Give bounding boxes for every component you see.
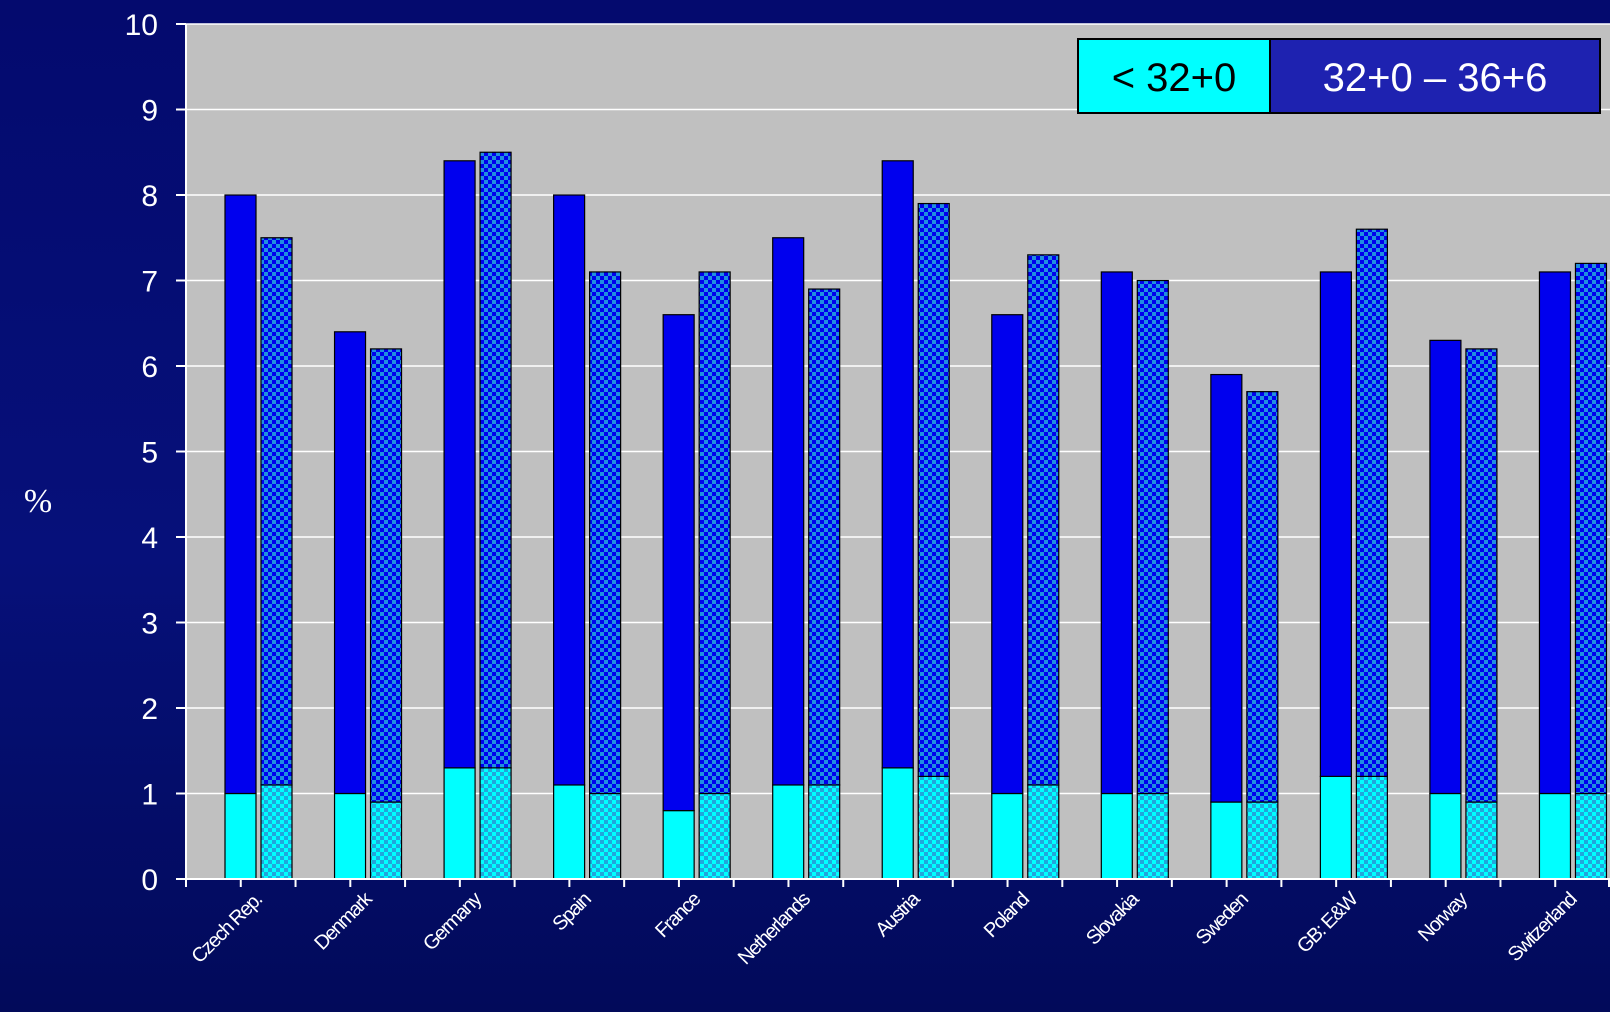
x-tick-label: Germany — [419, 888, 486, 955]
bar-segment-under-32-bar-set-a — [1429, 792, 1462, 880]
y-tick-label: 0 — [141, 864, 158, 897]
bar-segment-32-to-36-bar-set-a — [772, 237, 805, 786]
x-tick-label: GB: E&W — [1293, 888, 1363, 958]
bar-segment-under-32-bar-set-b — [917, 775, 950, 880]
bar-segment-32-to-36-bar-set-a — [1319, 271, 1352, 778]
x-tick-label: France — [651, 888, 705, 942]
y-tick-label: 5 — [141, 437, 158, 470]
bar-segment-32-to-36-bar-set-a — [553, 194, 586, 786]
legend-swatch-under-32 — [1077, 38, 1271, 114]
bar-segment-under-32-bar-set-b — [1027, 784, 1060, 880]
bar-segment-32-to-36-bar-set-a — [1538, 271, 1572, 795]
x-tick-label: Austria — [871, 887, 925, 941]
bar-segment-32-to-36-bar-set-b — [1574, 262, 1608, 795]
x-tick-label: Norway — [1414, 888, 1472, 946]
bar-segment-under-32-bar-set-b — [589, 792, 622, 880]
bar-segment-32-to-36-bar-set-a — [1100, 271, 1133, 795]
bar-segment-under-32-bar-set-a — [1100, 792, 1133, 880]
bar-segment-under-32-bar-set-b — [369, 801, 403, 880]
y-axis-label: % — [24, 483, 52, 520]
bar-segment-32-to-36-bar-set-b — [1136, 279, 1169, 795]
bar-segment-32-to-36-bar-set-a — [662, 314, 695, 812]
bar-segment-32-to-36-bar-set-a — [1210, 373, 1243, 803]
bar-segment-under-32-bar-set-b — [1136, 792, 1169, 880]
bar-segment-32-to-36-bar-set-b — [479, 151, 512, 769]
bar-segment-under-32-bar-set-a — [881, 767, 914, 880]
bar-segment-under-32-bar-set-a — [1319, 775, 1352, 880]
y-tick-label: 8 — [141, 180, 158, 213]
x-tick-label: Switzerland — [1504, 889, 1581, 966]
bar-segment-under-32-bar-set-a — [1210, 801, 1243, 880]
bar-segment-32-to-36-bar-set-a — [224, 194, 257, 795]
bar-segment-under-32-bar-set-a — [553, 784, 586, 880]
bar-segment-32-to-36-bar-set-b — [369, 348, 403, 803]
x-tick-label: Czech Rep. — [187, 889, 266, 968]
bar-segment-under-32-bar-set-b — [1574, 792, 1608, 880]
y-tick-labels: 0 1 2 3 4 5 6 7 8 9 10 — [125, 9, 158, 897]
bar-segment-under-32-bar-set-a — [333, 792, 367, 880]
y-tick-label: 4 — [141, 522, 158, 555]
bar-segment-under-32-bar-set-b — [260, 784, 293, 880]
bar-segment-32-to-36-bar-set-b — [917, 202, 950, 777]
bar-segment-32-to-36-bar-set-b — [1465, 348, 1498, 803]
bar-segment-under-32-bar-set-a — [772, 784, 805, 880]
bar-segment-32-to-36-bar-set-a — [443, 160, 476, 769]
bar-segment-under-32-bar-set-a — [1538, 792, 1572, 880]
y-tick-label: 6 — [141, 351, 158, 384]
y-tick-label: 2 — [141, 693, 158, 726]
legend-label-under-32: < 32+0 — [1112, 56, 1237, 100]
y-tick-label: 1 — [141, 779, 158, 812]
y-tick-label: 7 — [141, 266, 158, 299]
bar-segment-under-32-bar-set-b — [698, 792, 731, 880]
x-tick-label: Spain — [548, 889, 595, 936]
x-tick-labels: Czech Rep. Denmark Germany Spain France Nethe… — [187, 887, 1581, 969]
bar-segment-under-32-bar-set-a — [662, 809, 695, 880]
legend: < 32+0 32+0 – 36+6 — [1077, 38, 1601, 114]
bar-segment-32-to-36-bar-set-b — [698, 271, 731, 795]
bar-segment-32-to-36-bar-set-b — [1355, 228, 1388, 778]
bar-segment-under-32-bar-set-b — [1246, 801, 1279, 880]
x-tick-label: Netherlands — [734, 888, 815, 969]
x-tick-label: Denmark — [310, 887, 377, 954]
bar-segment-32-to-36-bar-set-b — [589, 271, 622, 795]
bar-segment-under-32-bar-set-b — [1465, 801, 1498, 880]
y-tick-label: 9 — [141, 95, 158, 128]
axes — [176, 23, 1610, 887]
legend-swatch-32-to-36 — [1269, 38, 1601, 114]
bar-segment-under-32-bar-set-a — [991, 792, 1024, 880]
bar-segment-under-32-bar-set-a — [224, 792, 257, 880]
bar-segment-32-to-36-bar-set-a — [333, 331, 367, 795]
bar-segment-32-to-36-bar-set-a — [881, 160, 914, 769]
bar-segment-under-32-bar-set-b — [808, 784, 841, 880]
y-tick-label: 3 — [141, 608, 158, 641]
bar-segment-32-to-36-bar-set-b — [1246, 391, 1279, 803]
bar-segment-under-32-bar-set-b — [1355, 775, 1388, 880]
bar-segment-under-32-bar-set-a — [443, 767, 476, 880]
x-tick-label: Poland — [980, 889, 1033, 942]
bar-segment-32-to-36-bar-set-b — [260, 237, 293, 786]
bar-segment-under-32-bar-set-b — [479, 767, 512, 880]
bar-segment-32-to-36-bar-set-a — [1429, 339, 1462, 795]
x-tick-label: Sweden — [1192, 889, 1253, 950]
x-tick-label: Slovakia — [1082, 887, 1144, 949]
bar-segment-32-to-36-bar-set-b — [1027, 254, 1060, 786]
bars — [224, 151, 1608, 880]
y-tick-label: 10 — [125, 9, 158, 42]
bar-segment-32-to-36-bar-set-b — [808, 288, 841, 786]
legend-label-32-to-36: 32+0 – 36+6 — [1323, 56, 1548, 100]
bar-segment-32-to-36-bar-set-a — [991, 314, 1024, 795]
